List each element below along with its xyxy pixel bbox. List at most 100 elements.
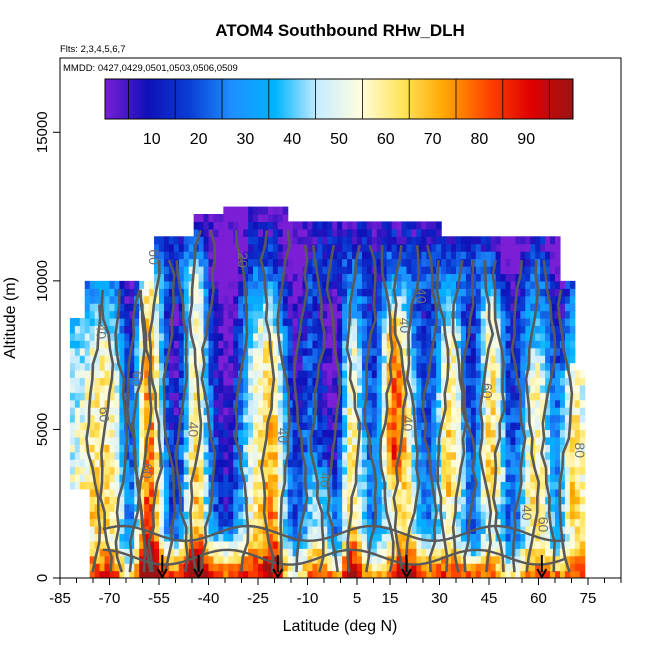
heatmap-cell	[307, 332, 314, 341]
heatmap-cell	[124, 496, 130, 505]
heatmap-cell	[253, 481, 259, 490]
heatmap-cell	[327, 243, 333, 252]
heatmap-cell	[94, 362, 101, 371]
heatmap-cell	[352, 459, 358, 468]
heatmap-cell	[282, 496, 289, 505]
heatmap-cell	[129, 459, 135, 468]
heatmap-cell	[233, 570, 239, 578]
heatmap-cell	[431, 548, 437, 557]
heatmap-cell	[525, 288, 531, 297]
heatmap-cell	[159, 429, 165, 438]
heatmap-cell	[376, 503, 383, 512]
heatmap-cell	[525, 511, 531, 520]
heatmap-cell	[297, 303, 304, 312]
heatmap-cell	[525, 429, 531, 438]
heatmap-cell	[485, 340, 492, 349]
heatmap-cell	[292, 332, 299, 341]
heatmap-cell	[243, 526, 249, 535]
heatmap-cell	[208, 392, 215, 401]
heatmap-cell	[540, 288, 546, 297]
heatmap-cell	[406, 511, 413, 520]
heatmap-cell	[535, 362, 541, 371]
heatmap-cell	[361, 436, 368, 445]
heatmap-cell	[223, 548, 229, 557]
heatmap-cell	[436, 318, 442, 327]
heatmap-cell	[104, 481, 111, 490]
heatmap-cell	[248, 392, 254, 401]
heatmap-cell	[119, 526, 125, 535]
heatmap-cell	[79, 332, 86, 341]
heatmap-cell	[332, 273, 338, 282]
heatmap-cell	[223, 377, 229, 386]
heatmap-cell	[357, 570, 363, 578]
heatmap-cell	[84, 295, 91, 304]
heatmap-cell	[381, 295, 388, 304]
contour-line	[557, 289, 574, 573]
heatmap-cell	[505, 370, 512, 379]
heatmap-cell	[163, 273, 170, 282]
heatmap-cell	[352, 429, 358, 438]
heatmap-cell	[332, 228, 338, 237]
heatmap-cell	[460, 511, 467, 520]
heatmap-cell	[317, 518, 323, 527]
heatmap-cell	[183, 295, 190, 304]
heatmap-cell	[233, 451, 239, 460]
heatmap-cell	[426, 228, 432, 237]
heatmap-cell	[366, 518, 373, 527]
heatmap-cell	[159, 474, 165, 483]
heatmap-cell	[139, 496, 145, 505]
heatmap-cell	[74, 429, 81, 438]
heatmap-cell	[248, 355, 254, 364]
heatmap-cell	[272, 236, 279, 245]
heatmap-cell	[574, 466, 581, 475]
heatmap-cell	[347, 221, 353, 230]
heatmap-cell	[535, 303, 541, 312]
heatmap-cell	[277, 436, 284, 445]
heatmap-cell	[569, 303, 576, 312]
heatmap-cell	[99, 384, 106, 393]
heatmap-cell	[485, 570, 492, 578]
heatmap-cell	[287, 436, 294, 445]
heatmap-cell	[332, 221, 338, 230]
heatmap-cell	[218, 422, 224, 431]
heatmap-cell	[421, 340, 427, 349]
heatmap-cell	[223, 228, 229, 237]
heatmap-cell	[262, 563, 269, 572]
heatmap-cell	[228, 310, 234, 319]
heatmap-cell	[515, 555, 521, 564]
heatmap-cell	[460, 533, 467, 542]
heatmap-cell	[287, 362, 294, 371]
heatmap-cell	[436, 503, 442, 512]
heatmap-cell	[322, 384, 328, 393]
heatmap-cell	[74, 414, 81, 423]
heatmap-cell	[243, 444, 249, 453]
heatmap-cell	[520, 392, 526, 401]
heatmap-cell	[441, 280, 447, 289]
heatmap-cell	[218, 258, 224, 267]
heatmap-cell	[248, 206, 254, 215]
heatmap-cell	[134, 377, 140, 386]
heatmap-cell	[376, 407, 383, 416]
x-tick-label: -10	[297, 590, 319, 607]
heatmap-cell	[446, 548, 452, 557]
heatmap-cell	[520, 273, 526, 282]
heatmap-cell	[119, 511, 125, 520]
heatmap-cell	[495, 488, 502, 497]
heatmap-cell	[371, 236, 378, 245]
contour-lines	[85, 229, 574, 573]
heatmap-cell	[124, 548, 130, 557]
heatmap-cell	[361, 318, 368, 327]
heatmap-cell	[272, 436, 279, 445]
heatmap-cell	[332, 362, 338, 371]
heatmap-cell	[381, 570, 388, 578]
heatmap-cell	[104, 347, 111, 356]
heatmap-cell	[401, 555, 408, 564]
heatmap-cell	[555, 444, 561, 453]
heatmap-cell	[465, 310, 472, 319]
heatmap-cell	[545, 511, 551, 520]
heatmap-cell	[406, 266, 413, 275]
heatmap-cell	[366, 236, 373, 245]
heatmap-cell	[401, 221, 408, 230]
heatmap-cell	[406, 422, 413, 431]
heatmap-cell	[426, 288, 432, 297]
